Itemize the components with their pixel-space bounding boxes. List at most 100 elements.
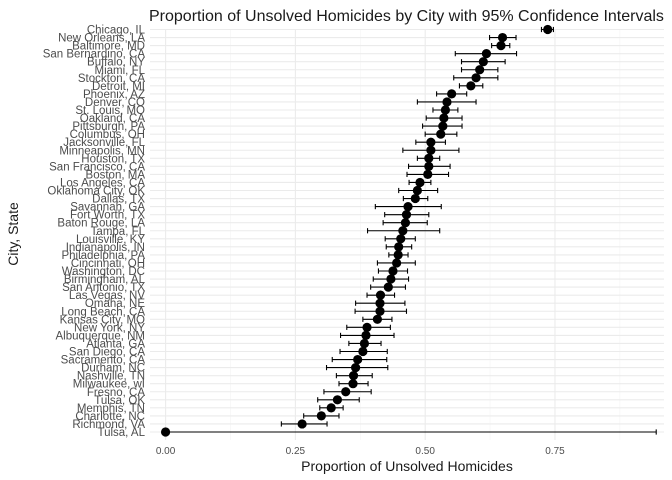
data-point <box>475 65 485 75</box>
data-point <box>375 290 386 300</box>
y-tick-label: Philadelphia, PA <box>61 250 145 262</box>
y-tick-label: Louisville, KY <box>76 234 145 246</box>
y-tick-label: Baton Rouge, LA <box>57 218 145 230</box>
y-tick-label: Stockton, CA <box>78 73 145 85</box>
y-tick-label: Tulsa, OK <box>94 395 145 407</box>
y-tick-label: Oakland, CA <box>80 113 146 125</box>
data-point <box>440 105 451 115</box>
y-tick-label: Cincinnati, OH <box>71 258 145 270</box>
data-point <box>392 258 402 268</box>
data-point <box>394 242 404 252</box>
data-point <box>383 282 393 292</box>
x-tick-label: 0.50 <box>415 446 435 457</box>
data-point <box>466 81 476 91</box>
data-point <box>359 338 370 349</box>
data-point <box>401 210 412 220</box>
y-tick-label: Minneapolis, MN <box>59 145 145 157</box>
x-axis-title: Proportion of Unsolved Homicides <box>301 458 513 474</box>
y-tick-label: Dallas, TX <box>92 194 145 206</box>
x-tick-label: 0.00 <box>156 446 176 457</box>
y-tick-label: Albuquerque, NM <box>56 330 146 342</box>
data-point <box>436 129 446 139</box>
data-point <box>353 354 363 365</box>
y-tick-label: Miami, FL <box>95 65 146 77</box>
y-tick-label: New Orleans, LA <box>58 33 145 45</box>
y-tick-label: New York, NY <box>74 322 145 334</box>
x-tick-label: 0.25 <box>286 446 306 457</box>
y-tick-label: San Bernardino, CA <box>43 49 146 61</box>
y-tick-label: Kansas City, MO <box>60 314 145 326</box>
data-point <box>497 32 508 43</box>
data-point <box>496 41 506 51</box>
y-tick-label: Las Vegas, NV <box>69 290 145 302</box>
data-point <box>471 73 481 83</box>
y-tick-label: Phoenix, AZ <box>83 89 145 101</box>
data-point <box>358 346 368 357</box>
data-point <box>361 330 371 340</box>
data-point <box>543 24 553 35</box>
y-tick-label: Baltimore, MD <box>72 41 145 53</box>
y-tick-label: Tulsa, AL <box>97 427 145 439</box>
y-tick-label: Fresno, CA <box>87 387 145 399</box>
y-tick-label: Long Beach, CA <box>61 306 145 318</box>
data-point <box>348 371 359 381</box>
data-point <box>424 161 434 171</box>
y-tick-label: Jacksonville, FL <box>63 137 145 149</box>
x-tick-layer: 0.00 0.25 0.50 0.75 <box>156 446 565 457</box>
data-point <box>423 169 433 179</box>
data-point <box>412 185 422 196</box>
y-tick-label: Charlotte, NC <box>75 411 145 423</box>
data-point <box>351 363 361 373</box>
data-point <box>341 387 351 397</box>
data-point <box>424 153 434 163</box>
data-point <box>442 97 452 107</box>
data-point <box>372 314 383 324</box>
y-tick-label: Chicago, IL <box>87 25 146 37</box>
y-tick-label: Savannah, GA <box>70 202 145 214</box>
y-tick-label: Tampa, FL <box>91 226 146 238</box>
y-tick-label: Fort Worth, TX <box>70 210 145 222</box>
y-tick-label: San Francisco, CA <box>49 161 145 173</box>
y-tick-label: St. Louis, MO <box>75 105 145 117</box>
data-point <box>426 145 436 155</box>
y-tick-label: Sacramento, CA <box>61 355 146 367</box>
y-tick-label: San Antonio, TX <box>62 282 145 294</box>
data-point <box>438 121 448 131</box>
chart-title: Proportion of Unsolved Homicides by City… <box>149 8 664 25</box>
data-point <box>316 411 326 421</box>
y-tick-label: Boston, MA <box>86 169 146 181</box>
y-tick-label: Indianapolis, IN <box>66 242 145 254</box>
y-tick-label: Nashville, TN <box>77 371 145 383</box>
y-tick-label: San Diego, CA <box>69 347 145 359</box>
y-tick-label: Detroit, MI <box>92 81 145 93</box>
data-point <box>375 306 385 316</box>
y-tick-label: Memphis, TN <box>77 403 145 415</box>
data-point <box>415 177 425 188</box>
data-point <box>388 266 398 276</box>
y-tick-label: Pittsburgh, PA <box>72 121 145 133</box>
data-point <box>478 57 488 67</box>
y-tick-label: Buffalo, NY <box>87 57 145 69</box>
data-point <box>386 274 396 284</box>
y-tick-label: Milwaukee, wI <box>73 379 145 391</box>
y-tick-label: Columbus, OH <box>70 129 145 141</box>
data-point <box>403 202 413 212</box>
y-axis-title: City, State <box>5 202 21 266</box>
data-point <box>447 89 457 99</box>
data-point <box>375 298 385 308</box>
y-tick-label: Houston, TX <box>81 153 145 165</box>
error-bar <box>165 429 657 435</box>
data-point <box>326 403 336 413</box>
y-tick-label: Denver, CO <box>85 97 145 109</box>
data-point <box>348 379 358 389</box>
y-tick-label: Oklahoma City, OK <box>47 186 145 198</box>
data-point <box>439 113 449 123</box>
y-tick-label: Birmingham, AL <box>64 274 146 286</box>
grid-layer <box>150 28 664 440</box>
data-point <box>400 218 411 228</box>
x-tick-label: 0.75 <box>545 446 565 457</box>
y-tick-label: Los Angeles, CA <box>60 177 145 189</box>
data-point <box>410 193 420 204</box>
